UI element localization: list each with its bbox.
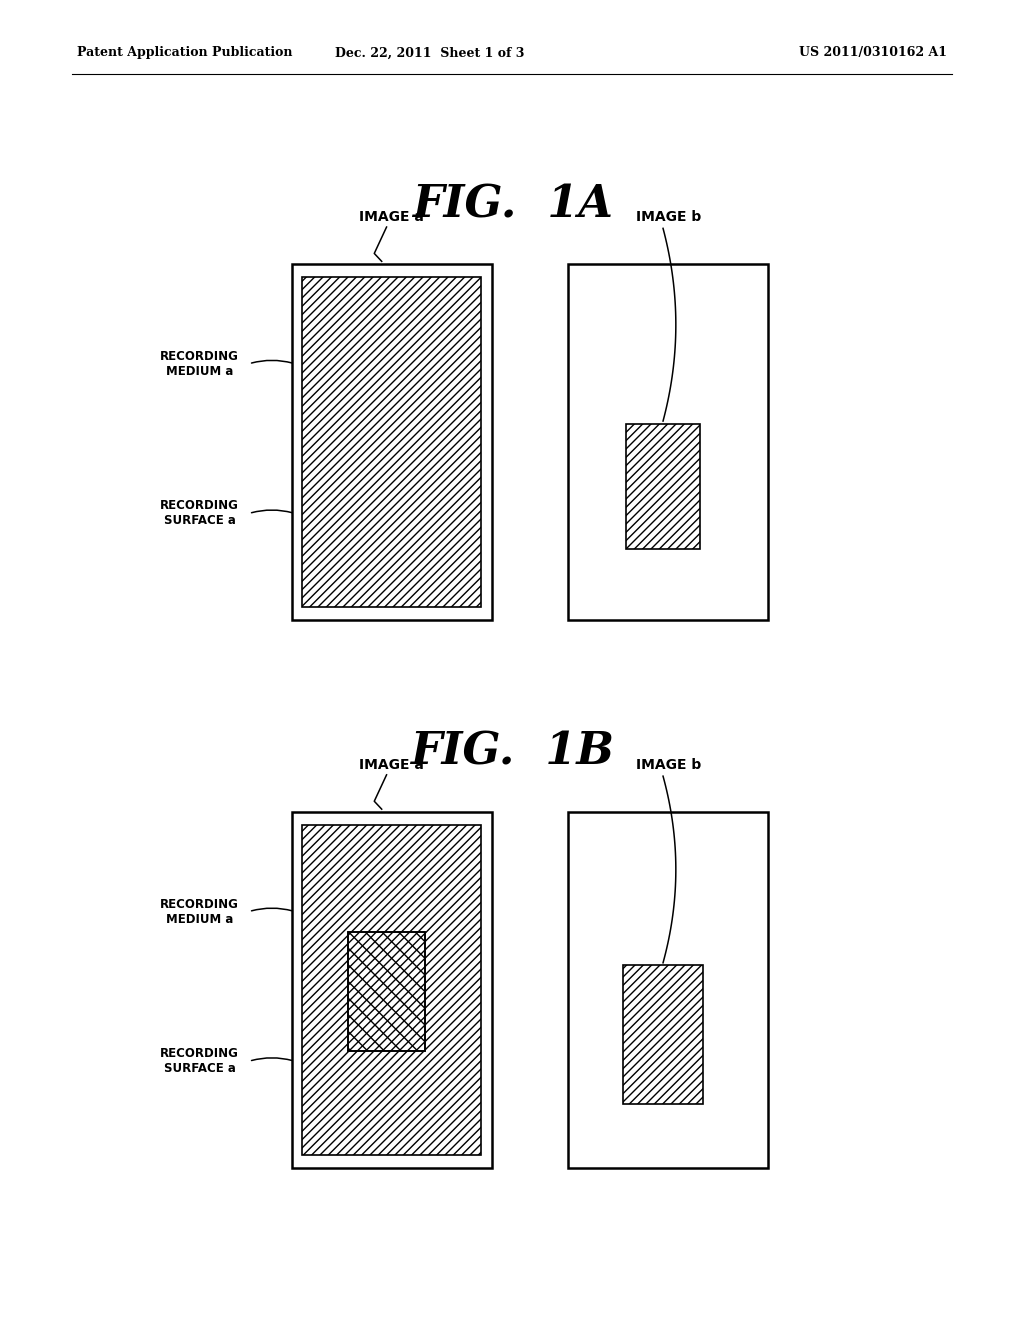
Text: FIG.  1A: FIG. 1A xyxy=(412,183,612,226)
Text: RECORDING
MEDIUM a: RECORDING MEDIUM a xyxy=(160,350,240,378)
Text: IMAGE b: IMAGE b xyxy=(636,758,700,772)
Bar xyxy=(627,424,700,549)
Text: US 2011/0310162 A1: US 2011/0310162 A1 xyxy=(799,46,947,59)
Text: RECORDING
SURFACE a: RECORDING SURFACE a xyxy=(160,499,240,528)
Bar xyxy=(292,812,492,1168)
Text: RECORDING
SURFACE a: RECORDING SURFACE a xyxy=(160,1047,240,1076)
Bar xyxy=(348,932,425,1051)
Text: IMAGE b: IMAGE b xyxy=(636,210,700,224)
Bar xyxy=(292,264,492,620)
Text: Patent Application Publication: Patent Application Publication xyxy=(77,46,292,59)
Bar xyxy=(302,277,481,607)
Bar xyxy=(302,825,481,1155)
Bar xyxy=(623,965,702,1104)
Bar xyxy=(348,932,425,1051)
Text: FIG.  1B: FIG. 1B xyxy=(410,731,614,774)
Bar xyxy=(568,264,768,620)
Text: IMAGE a: IMAGE a xyxy=(359,758,424,772)
Bar xyxy=(568,812,768,1168)
Bar xyxy=(348,932,425,1051)
Text: RECORDING
MEDIUM a: RECORDING MEDIUM a xyxy=(160,898,240,925)
Text: Dec. 22, 2011  Sheet 1 of 3: Dec. 22, 2011 Sheet 1 of 3 xyxy=(336,46,524,59)
Text: IMAGE a: IMAGE a xyxy=(359,210,424,224)
